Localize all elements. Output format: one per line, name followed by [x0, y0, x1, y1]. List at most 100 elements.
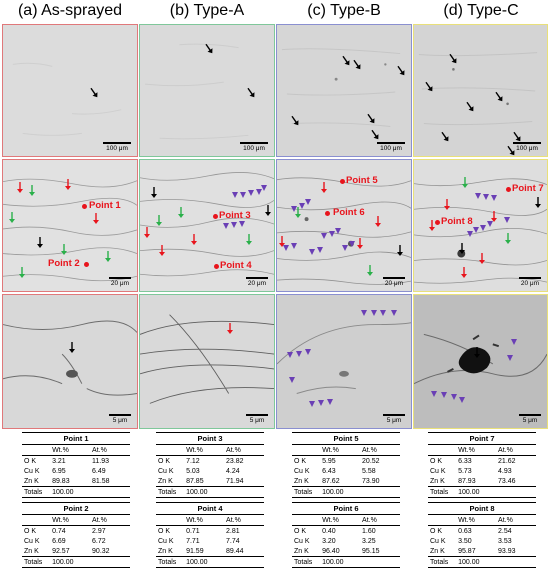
- table-cell: Cu K: [294, 467, 310, 475]
- table-row: Zn K 87.62 73.90: [292, 476, 400, 487]
- table-row: O K 7.12 23.82: [156, 456, 264, 467]
- triangle-marker: [504, 217, 510, 223]
- arrow-marker: [491, 211, 497, 222]
- table-cell: 3.50: [458, 537, 472, 545]
- table-title: Point 5: [292, 432, 400, 445]
- table-cell: Cu K: [24, 537, 40, 545]
- triangle-marker: [483, 194, 489, 200]
- column-title-type-c: (d) Type-C: [443, 2, 519, 19]
- table-row: O K 6.33 21.62: [428, 456, 536, 467]
- arrow-marker: [367, 113, 375, 124]
- table-cell: 5.03: [186, 467, 200, 475]
- table-row: Zn K 92.57 90.32: [22, 546, 130, 557]
- arrow-marker: [505, 233, 511, 244]
- table-totals-row: Totals 100.00: [428, 486, 536, 498]
- point-7-marker: [506, 187, 511, 192]
- micrograph-a-low-mag: 100 μm: [2, 24, 138, 157]
- micrograph-c-low-mag: 100 μm: [276, 24, 412, 157]
- table-row: Zn K 91.59 89.44: [156, 546, 264, 557]
- arrow-marker: [342, 55, 350, 66]
- triangle-marker: [491, 195, 497, 201]
- eds-table-point-7: Point 7 Wt.% At.% O K 6.33 21.62 Cu K 5.73 4.93 Z…: [428, 432, 536, 498]
- table-row: Cu K 5.73 4.93: [428, 466, 536, 476]
- arrow-marker: [9, 212, 15, 223]
- table-cell: 95.87: [458, 547, 476, 555]
- triangle-marker: [431, 391, 437, 397]
- table-totals-row: Totals 100.00: [428, 556, 536, 568]
- arrow-marker: [513, 131, 521, 142]
- point-1-marker: [82, 204, 87, 209]
- table-row: O K 0.40 1.60: [292, 526, 400, 537]
- scale-bar: 20 μm: [109, 277, 131, 287]
- triangle-marker: [239, 221, 245, 227]
- triangle-marker: [361, 310, 367, 316]
- table-cell: Zn K: [430, 477, 445, 485]
- triangle-marker: [305, 199, 311, 205]
- arrow-marker: [227, 323, 233, 334]
- table-cell: 6.95: [52, 467, 66, 475]
- table-header-cell: [428, 514, 457, 526]
- arrow-marker: [17, 182, 23, 193]
- table-cell: 6.33: [458, 457, 472, 465]
- table-row: Cu K 5.03 4.24: [156, 466, 264, 476]
- table-cell: O K: [158, 527, 171, 535]
- eds-table-point-1: Point 1 Wt.% At.% O K 3.21 11.93 Cu K 6.95 6.49 Z…: [22, 432, 130, 498]
- table-cell: Totals: [156, 556, 185, 568]
- table-cell: Totals: [22, 486, 51, 498]
- arrow-marker: [247, 87, 255, 98]
- eds-table-point-2: Point 2 Wt.% At.% O K 0.74 2.97 Cu K 6.69 6.72 Zn…: [22, 502, 130, 568]
- arrow-marker: [29, 185, 35, 196]
- triangle-marker: [223, 223, 229, 229]
- scale-bar: 100 μm: [103, 142, 131, 152]
- table-header-cell: At.%: [360, 514, 400, 526]
- table-cell: 0.63: [458, 527, 472, 535]
- micrograph-a-high-mag: 5 μm: [2, 294, 138, 429]
- triangle-marker: [309, 401, 315, 407]
- table-cell: 4.24: [226, 467, 240, 475]
- table-cell: 23.82: [226, 457, 244, 465]
- table-row: Cu K 6.43 5.58: [292, 466, 400, 476]
- table-cell: Totals: [428, 486, 457, 498]
- table-header-cell: Wt.%: [320, 444, 361, 456]
- triangle-marker: [391, 310, 397, 316]
- point-3-marker: [213, 214, 218, 219]
- table-cell: 3.25: [362, 537, 376, 545]
- table-header-cell: [292, 514, 321, 526]
- arrow-marker: [425, 81, 433, 92]
- table-cell: [90, 486, 130, 498]
- scale-bar: 5 μm: [383, 414, 405, 424]
- eds-table: Point 8 Wt.% At.% O K 0.63 2.54 Cu K 3.50 3.53 Zn…: [428, 502, 536, 568]
- table-cell: O K: [24, 527, 37, 535]
- arrow-marker: [375, 216, 381, 227]
- table-totals-row: Totals 100.00: [292, 556, 400, 568]
- arrow-marker: [295, 207, 301, 218]
- table-cell: 7.71: [186, 537, 200, 545]
- triangle-marker: [349, 241, 355, 247]
- table-header-cell: At.%: [90, 444, 130, 456]
- point-8-label: Point 8: [441, 216, 473, 227]
- table-header-cell: [22, 444, 51, 456]
- table-cell: 5.58: [362, 467, 376, 475]
- annotation-marks: [9, 43, 541, 407]
- triangle-marker: [327, 399, 333, 405]
- table-row: Zn K 87.93 73.46: [428, 476, 536, 487]
- table-header-cell: [156, 514, 185, 526]
- table-cell: Cu K: [430, 537, 446, 545]
- table-row: Cu K 6.95 6.49: [22, 466, 130, 476]
- table-cell: 6.49: [92, 467, 106, 475]
- arrow-marker: [367, 265, 373, 276]
- table-cell: 95.15: [362, 547, 380, 555]
- table-header-cell: [22, 514, 51, 526]
- table-header-cell: [428, 444, 457, 456]
- table-title: Point 3: [156, 432, 264, 445]
- table-header-cell: Wt.%: [50, 514, 91, 526]
- table-title: Point 7: [428, 432, 536, 445]
- table-cell: 0.71: [186, 527, 200, 535]
- table-cell: Totals: [428, 556, 457, 568]
- triangle-marker: [441, 392, 447, 398]
- table-cell: Zn K: [430, 547, 445, 555]
- table-cell: 90.32: [92, 547, 110, 555]
- triangle-marker: [305, 349, 311, 355]
- scale-bar: 100 μm: [513, 142, 541, 152]
- scale-bar: 5 μm: [246, 414, 268, 424]
